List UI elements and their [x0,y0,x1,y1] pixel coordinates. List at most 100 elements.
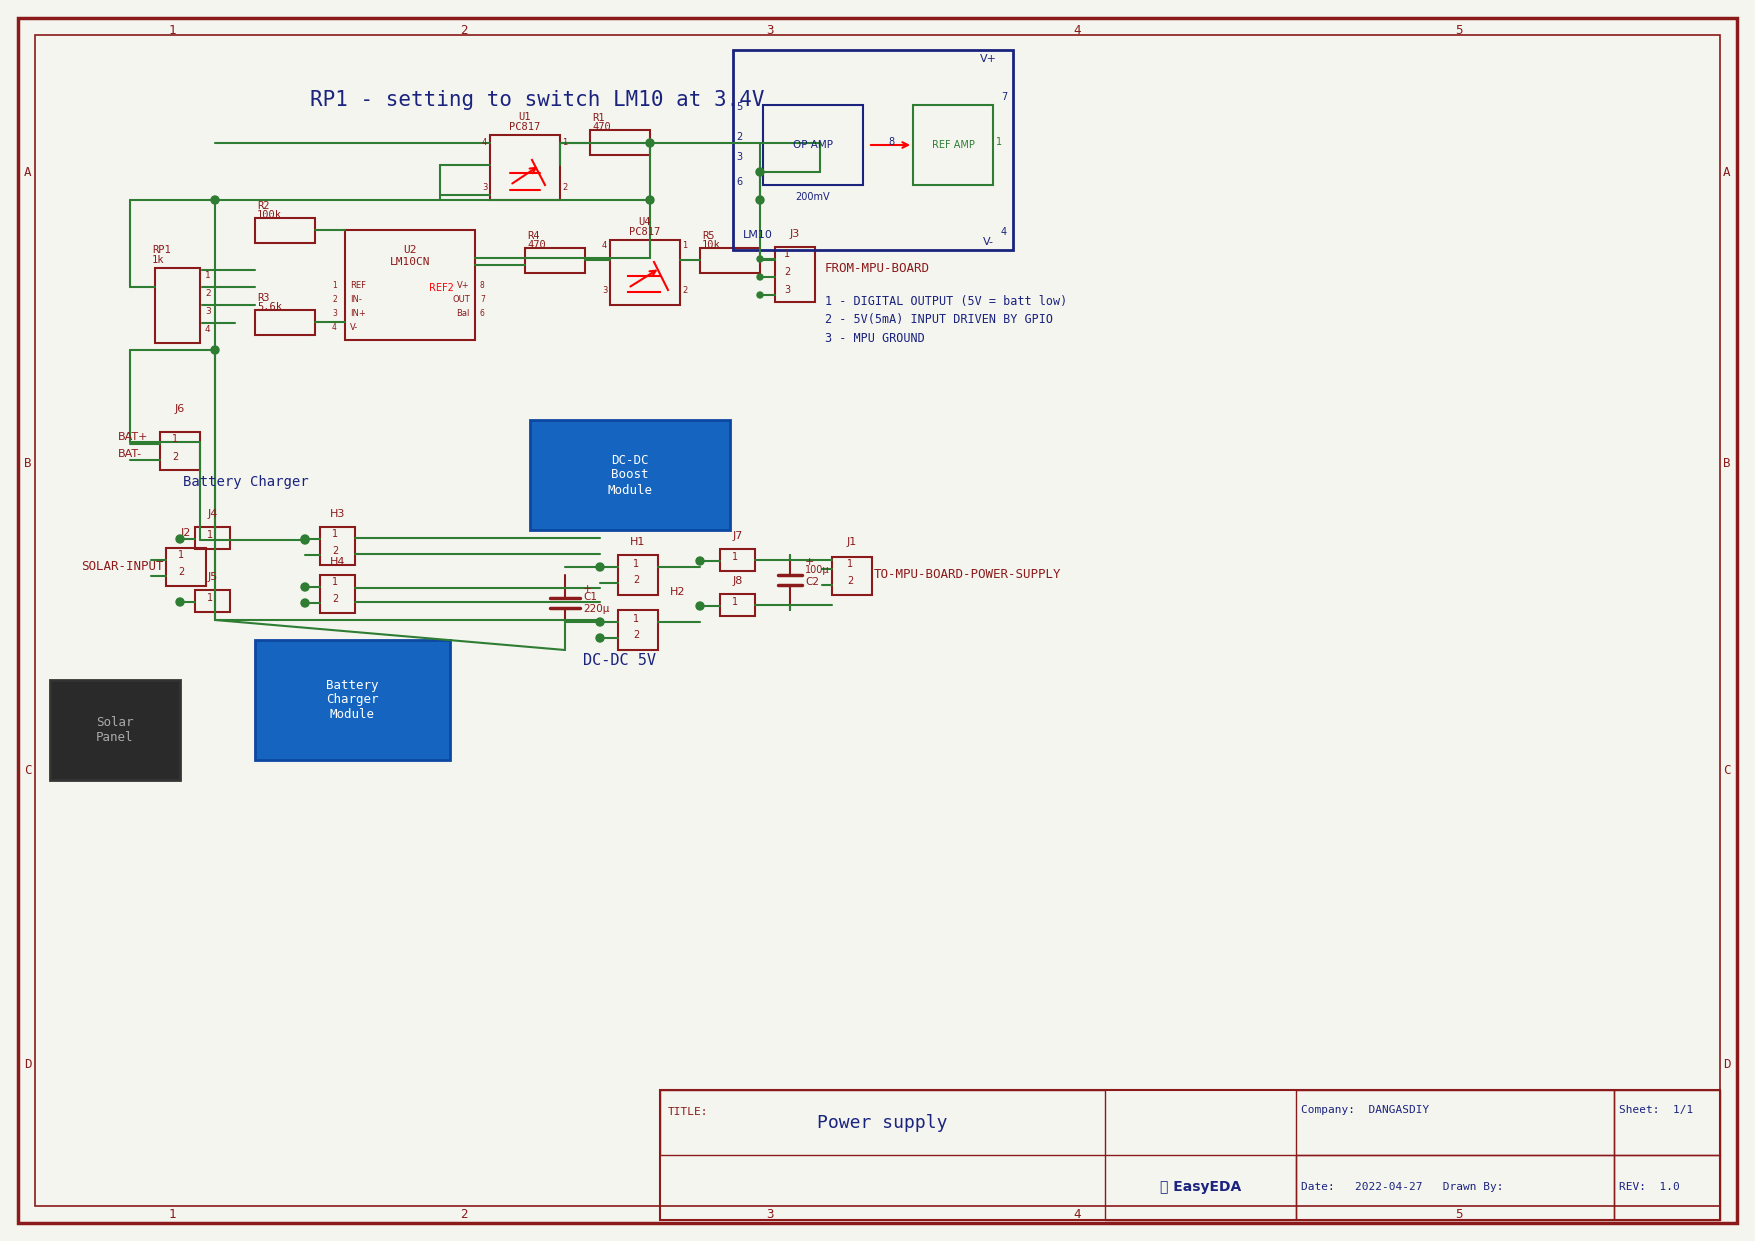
Text: 6: 6 [481,309,484,318]
Bar [254,218,314,243]
Text: A: A [25,166,32,179]
Text: R5: R5 [702,231,714,241]
Text: 2: 2 [177,567,184,577]
Text: Power supply: Power supply [818,1113,948,1132]
Text: 1: 1 [848,558,853,570]
Bar [618,611,658,650]
Text: J7: J7 [734,531,742,541]
Circle shape [211,346,219,354]
Text: U1: U1 [519,112,532,122]
Text: IN-: IN- [349,294,362,304]
Text: 470: 470 [526,240,546,249]
Bar [346,230,476,340]
Circle shape [756,168,763,176]
Bar [776,247,814,302]
Bar [530,419,730,530]
Text: PC817: PC817 [509,122,541,132]
Text: BAT-: BAT- [118,449,142,459]
Bar [319,575,355,613]
Text: RP1: RP1 [153,244,170,254]
Text: 2: 2 [332,594,339,604]
Text: 2: 2 [683,285,688,295]
Text: B: B [25,457,32,470]
Text: Battery Charger: Battery Charger [183,475,309,489]
Circle shape [756,256,763,262]
Text: R4: R4 [526,231,539,241]
Text: 1: 1 [997,137,1002,146]
Text: 1: 1 [683,241,688,249]
Bar [763,105,863,185]
Text: 5: 5 [735,102,742,112]
Bar [618,555,658,594]
Text: 2: 2 [460,1209,467,1221]
Circle shape [697,557,704,565]
Text: Date:   2022-04-27   Drawn By:: Date: 2022-04-27 Drawn By: [1300,1183,1504,1193]
Bar [660,1090,1106,1155]
Text: DC-DC 5V: DC-DC 5V [583,653,656,668]
Text: Sheet:  1/1: Sheet: 1/1 [1620,1104,1694,1114]
Text: 3: 3 [483,182,488,192]
Text: +: + [583,585,593,594]
Circle shape [597,563,604,571]
Text: LM10: LM10 [742,230,772,240]
Bar [160,432,200,470]
Bar [254,310,314,335]
Text: C2: C2 [806,577,820,587]
Text: 2: 2 [332,546,339,556]
Text: TO-MPU-BOARD-POWER-SUPPLY: TO-MPU-BOARD-POWER-SUPPLY [874,568,1062,582]
Text: 4: 4 [332,323,337,331]
Text: 4: 4 [602,241,607,249]
Text: 1: 1 [168,24,176,36]
Bar [720,594,755,616]
Text: 4: 4 [483,138,488,146]
Text: RP1 - setting to switch LM10 at 3.4V: RP1 - setting to switch LM10 at 3.4V [311,91,765,110]
Text: 1: 1 [634,558,639,570]
Text: B: B [1723,457,1730,470]
Text: J5: J5 [207,572,218,582]
Text: 2: 2 [460,24,467,36]
Text: C: C [1723,763,1730,777]
Circle shape [302,535,309,544]
Text: 470: 470 [591,122,611,132]
Circle shape [302,536,309,544]
Bar [734,50,1013,249]
Text: J1: J1 [848,537,856,547]
Text: H4: H4 [330,557,346,567]
Text: 2: 2 [205,289,211,299]
Bar [254,640,449,759]
Text: V+: V+ [458,280,470,289]
Text: R2: R2 [256,201,270,211]
Circle shape [646,196,655,204]
Bar [720,549,755,571]
Circle shape [302,599,309,607]
Text: 5.6k: 5.6k [256,302,283,311]
Circle shape [597,618,604,625]
Circle shape [756,274,763,280]
Text: 2: 2 [634,630,639,640]
Text: 5: 5 [1455,24,1462,36]
Text: 1: 1 [732,552,739,562]
Text: 1: 1 [168,1209,176,1221]
Bar [611,240,679,305]
Bar [700,248,760,273]
Text: 3 - MPU GROUND: 3 - MPU GROUND [825,331,925,345]
Text: 3: 3 [767,1209,774,1221]
Bar [1106,1155,1295,1220]
Text: 100k: 100k [256,210,283,220]
Text: 1: 1 [634,614,639,624]
Text: ⛅ EasyEDA: ⛅ EasyEDA [1160,1180,1241,1195]
Bar [319,527,355,565]
Circle shape [697,602,704,611]
Text: D: D [25,1059,32,1071]
Text: 2: 2 [735,132,742,141]
Text: 1: 1 [177,550,184,560]
Text: REF AMP: REF AMP [932,140,974,150]
Text: J6: J6 [176,405,184,414]
Text: H1: H1 [630,537,646,547]
Bar [195,527,230,549]
Text: 8: 8 [481,280,484,289]
Text: 2 - 5V(5mA) INPUT DRIVEN BY GPIO: 2 - 5V(5mA) INPUT DRIVEN BY GPIO [825,314,1053,326]
Text: 7: 7 [481,294,484,304]
Text: TITLE:: TITLE: [669,1107,709,1117]
Bar [832,557,872,594]
